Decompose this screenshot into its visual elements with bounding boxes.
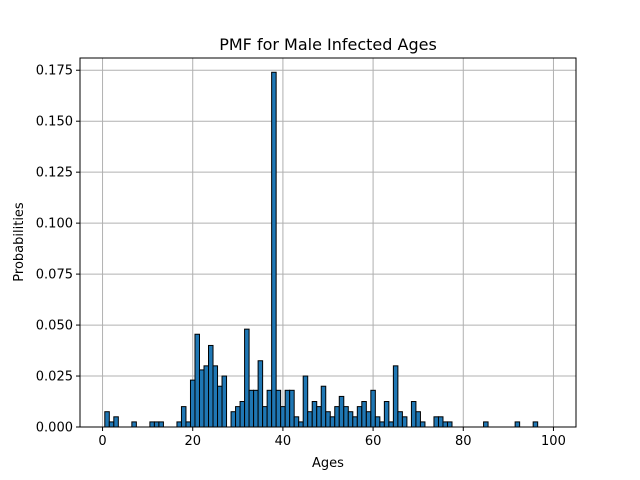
bar-age-44 [298, 421, 304, 428]
bar-age-65 [392, 365, 399, 428]
bar-age-52 [334, 406, 340, 428]
bar-age-75 [437, 416, 444, 428]
bar-age-49 [320, 385, 327, 428]
bar-age-31 [239, 401, 246, 428]
bar-age-61 [374, 416, 381, 428]
bar-age-66 [397, 411, 403, 428]
bar-age-59 [365, 411, 372, 428]
bar-age-51 [329, 416, 336, 428]
x-tick-label: 0 [98, 434, 106, 449]
bar-age-22 [198, 369, 205, 428]
bar-age-25 [212, 365, 219, 428]
y-tick-label: 0.075 [36, 268, 73, 283]
y-axis-ticks: 0.000 0.025 0.050 0.075 0.100 0.125 0.150 0.175 [36, 64, 80, 436]
bar-age-64 [388, 421, 394, 428]
bar-age-50 [325, 411, 331, 428]
bar-age-43 [293, 416, 300, 428]
x-tick-label: 80 [455, 434, 472, 449]
bar-age-48 [316, 406, 322, 428]
bar-age-7 [131, 421, 137, 428]
bar-age-37 [266, 389, 273, 428]
bar-age-18 [180, 406, 187, 428]
bar-age-36 [262, 406, 268, 428]
bar-age-67 [401, 416, 408, 428]
bar-age-11 [149, 421, 155, 428]
x-axis-label: Ages [312, 456, 344, 471]
y-tick-label: 0.000 [36, 421, 73, 436]
bar-age-20 [189, 379, 196, 428]
bar-age-2 [108, 421, 115, 428]
bar-age-76 [442, 421, 448, 428]
bar-age-32 [244, 328, 250, 428]
grid-lines [80, 58, 576, 428]
plot-frame [79, 57, 577, 428]
bar-age-58 [361, 401, 367, 428]
bar-age-38 [271, 71, 277, 428]
bar-age-39 [275, 389, 282, 428]
bar-age-63 [383, 401, 390, 428]
bar-age-24 [208, 344, 214, 428]
bar-age-70 [415, 411, 421, 428]
bar-age-19 [185, 421, 191, 428]
bar-age-71 [419, 421, 426, 428]
bar-age-29 [230, 411, 237, 428]
bar-age-55 [347, 411, 354, 428]
x-axis-ticks: 0 20 40 60 80 100 [98, 427, 566, 449]
bar-age-23 [203, 365, 210, 428]
bar-age-57 [356, 406, 363, 428]
x-tick-label: 60 [365, 434, 382, 449]
bar-age-85 [483, 421, 489, 428]
bar-age-13 [158, 421, 164, 428]
bar-age-42 [289, 389, 295, 428]
bar-age-69 [410, 401, 417, 428]
bar-age-47 [311, 401, 318, 428]
y-tick-label: 0.150 [36, 115, 73, 130]
bar-age-33 [248, 389, 255, 428]
x-tick-label: 20 [184, 434, 201, 449]
bar-age-96 [532, 421, 539, 428]
y-tick-label: 0.125 [36, 166, 73, 181]
bar-age-54 [343, 406, 349, 428]
y-tick-label: 0.050 [36, 319, 73, 334]
x-tick-label: 40 [275, 434, 292, 449]
bar-age-53 [338, 395, 345, 428]
bar-age-41 [284, 389, 291, 428]
bar-age-17 [176, 421, 182, 428]
bar-age-62 [379, 421, 385, 428]
bars [104, 71, 539, 428]
bar-age-34 [253, 389, 259, 428]
bar-age-30 [235, 406, 241, 428]
bar-age-27 [221, 375, 228, 428]
bar-age-3 [113, 416, 119, 428]
bar-age-46 [307, 411, 313, 428]
bar-age-1 [104, 411, 110, 428]
bar-age-12 [153, 421, 160, 428]
y-tick-label: 0.175 [36, 64, 73, 79]
x-tick-label: 100 [541, 434, 566, 449]
bar-age-26 [217, 385, 223, 428]
y-tick-label: 0.100 [36, 217, 73, 232]
bar-age-74 [433, 416, 439, 428]
bar-age-60 [370, 389, 376, 428]
bar-age-77 [446, 421, 453, 428]
y-tick-label: 0.025 [36, 370, 73, 385]
chart-title: PMF for Male Infected Ages [219, 35, 437, 54]
y-axis-label: Probabilities [12, 202, 27, 282]
bar-age-45 [302, 375, 309, 428]
bar-age-56 [352, 416, 358, 428]
bar-age-35 [257, 360, 264, 428]
bar-age-92 [514, 421, 521, 428]
bar-age-40 [280, 406, 286, 428]
bar-age-21 [194, 333, 200, 428]
